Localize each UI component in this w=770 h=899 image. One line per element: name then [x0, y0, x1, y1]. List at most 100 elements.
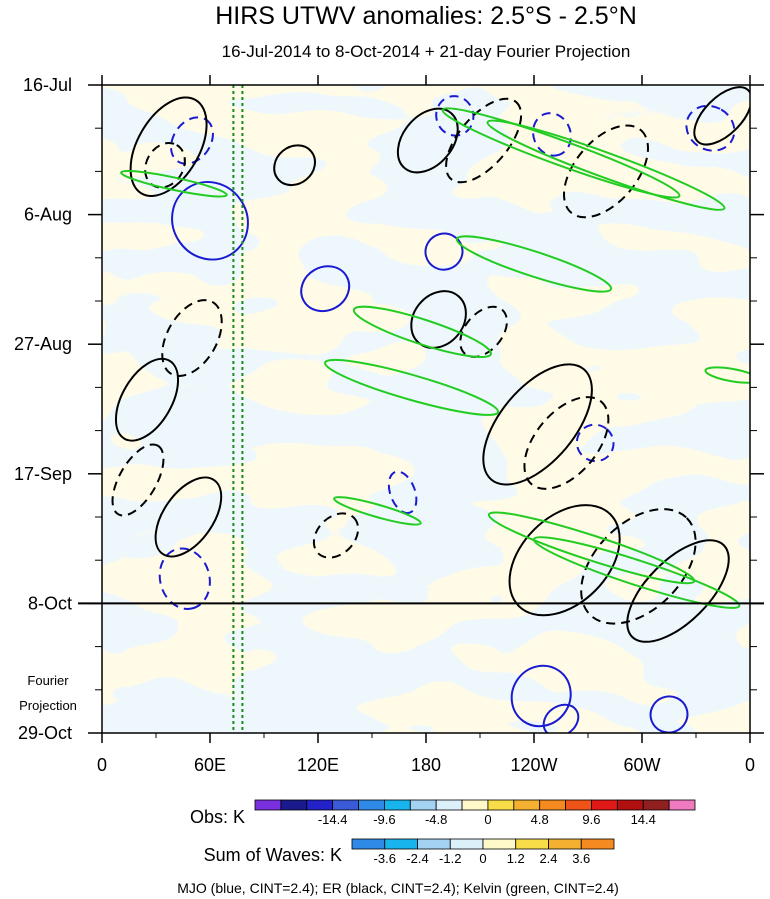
projection-anomaly-field: [102, 603, 750, 733]
kelvin-contour-10: [704, 366, 750, 384]
er-contour-12: [523, 396, 610, 490]
obs-anomaly-field: [102, 85, 750, 603]
er-contour-11: [482, 363, 593, 486]
wave-contours: [111, 86, 750, 733]
x-tick-label-6: 60W: [623, 755, 660, 775]
obs-colorbar-swatch-2: [280, 799, 308, 811]
obs-colorbar-label-6: 9.6: [582, 812, 600, 827]
fourier-label-line1: Fourier: [27, 673, 69, 688]
waves-colorbar-swatch-5: [482, 838, 517, 850]
waves-colorbar-swatch-7: [548, 838, 582, 850]
x-tick-label-7: 0: [745, 755, 755, 775]
x-tick-label-2: 60E: [194, 755, 226, 775]
obs-colorbar-swatch-15: [616, 799, 644, 811]
mjo-contour-12: [575, 423, 615, 463]
chart-title: HIRS UTWV anomalies: 2.5°S - 2.5°N: [215, 2, 637, 30]
obs-colorbar-swatch-11: [513, 799, 541, 811]
waves-colorbar-swatch-3: [417, 838, 451, 850]
y-tick-label-4: 17-Sep: [14, 464, 72, 484]
er-contour-18: [626, 539, 730, 643]
chart-footer: MJO (blue, CINT=2.4); ER (black, CINT=2.…: [177, 880, 619, 896]
obs-colorbar-swatch-4: [332, 799, 359, 811]
obs-colorbar-label-7: 14.4: [631, 812, 656, 827]
mjo-contour-9: [158, 547, 211, 610]
kelvin-contour-6: [324, 358, 500, 416]
obs-colorbar-swatch-9: [461, 799, 489, 811]
x-tick-label-4: 180: [411, 755, 441, 775]
er-contour-1: [129, 96, 208, 197]
mjo-contour-10: [510, 664, 572, 728]
reference-lines: [232, 85, 244, 733]
kelvin-contour-7: [333, 496, 422, 526]
x-tick-label-1: 0: [97, 755, 107, 775]
obs-colorbar-swatch-1: [254, 799, 282, 811]
obs-colorbar-swatch-8: [435, 799, 463, 811]
er-contour-5: [445, 97, 523, 184]
waves-colorbar-label-6: 2.4: [539, 851, 557, 866]
obs-colorbar-swatch-5: [358, 799, 385, 811]
waves-colorbar-label-1: -3.6: [374, 851, 396, 866]
er-contour-14: [154, 476, 223, 558]
er-contour-16: [508, 504, 621, 617]
er-contour-17: [580, 508, 697, 625]
obs-colorbar-label-4: 0: [484, 812, 491, 827]
obs-colorbar-title: Obs: K: [190, 807, 245, 827]
waves-colorbar-swatch-6: [515, 838, 549, 850]
er-contour-15: [312, 512, 360, 559]
waves-colorbar-swatch-8: [580, 838, 615, 850]
kelvin-contour-2: [486, 119, 726, 211]
er-contour-3: [273, 144, 316, 187]
fourier-label-line2: Projection: [19, 698, 77, 713]
y-tick-label-2: 6-Aug: [24, 205, 72, 225]
obs-colorbar-label-1: -14.4: [318, 812, 348, 827]
kelvin-contour-3: [120, 169, 228, 198]
plot-area: [102, 85, 750, 733]
y-tick-label-6: 29-Oct: [18, 723, 72, 743]
er-contour-4: [396, 107, 459, 174]
obs-colorbar: -14.4 -9.6 -4.8 0 4.8 9.6 14.4: [254, 799, 696, 827]
waves-colorbar-label-5: 1.2: [507, 851, 525, 866]
waves-colorbar: -3.6 -2.4 -1.2 0 1.2 2.4 3.6: [351, 838, 615, 866]
obs-colorbar-label-5: 4.8: [531, 812, 549, 827]
obs-colorbar-swatch-16: [642, 799, 670, 811]
y-tick-label-5: 8-Oct: [28, 593, 72, 613]
waves-colorbar-label-7: 3.6: [572, 851, 590, 866]
kelvin-contour-1: [441, 107, 681, 199]
kelvin-contour-4: [455, 235, 613, 293]
waves-colorbar-label-4: 0: [479, 851, 486, 866]
waves-colorbar-label-3: -1.2: [439, 851, 461, 866]
obs-colorbar-swatch-13: [565, 799, 592, 811]
waves-colorbar-label-2: -2.4: [406, 851, 428, 866]
kelvin-contour-9: [532, 536, 741, 609]
er-contour-7: [114, 357, 180, 442]
obs-colorbar-swatch-6: [384, 799, 411, 811]
er-contour-13: [111, 443, 165, 517]
waves-colorbar-swatch-2: [384, 838, 418, 850]
waves-colorbar-swatch-4: [449, 838, 484, 850]
waves-colorbar-title: Sum of Waves: K: [204, 845, 342, 865]
y-tick-label-1: 16-Jul: [23, 75, 72, 95]
obs-colorbar-swatch-12: [539, 799, 566, 811]
er-contour-10: [459, 305, 508, 358]
mjo-contour-6: [532, 112, 572, 157]
obs-colorbar-swatch-3: [306, 799, 334, 811]
obs-colorbar-swatch-7: [409, 799, 437, 811]
mjo-contour-3: [300, 265, 351, 313]
er-contour-8: [161, 299, 223, 377]
mjo-contour-8: [387, 470, 418, 515]
x-tick-label-3: 120E: [297, 755, 339, 775]
axes: 0 60E 120E 180 120W 60W 0 16-Jul 6-Aug 27-Aug 17-S…: [14, 75, 764, 775]
obs-colorbar-label-2: -9.6: [373, 812, 395, 827]
kelvin-contour-5: [352, 305, 492, 359]
x-tick-label-5: 120W: [510, 755, 557, 775]
obs-colorbar-swatch-14: [591, 799, 618, 811]
obs-colorbar-label-3: -4.8: [425, 812, 447, 827]
obs-colorbar-swatch-17: [668, 799, 696, 811]
er-contour-19: [693, 86, 750, 146]
waves-colorbar-swatch-1: [351, 838, 386, 850]
y-tick-label-3: 27-Aug: [14, 334, 72, 354]
chart-subtitle: 16-Jul-2014 to 8-Oct-2014 + 21-day Fouri…: [222, 42, 631, 61]
obs-colorbar-swatch-10: [487, 799, 515, 811]
er-contour-6: [563, 124, 649, 219]
